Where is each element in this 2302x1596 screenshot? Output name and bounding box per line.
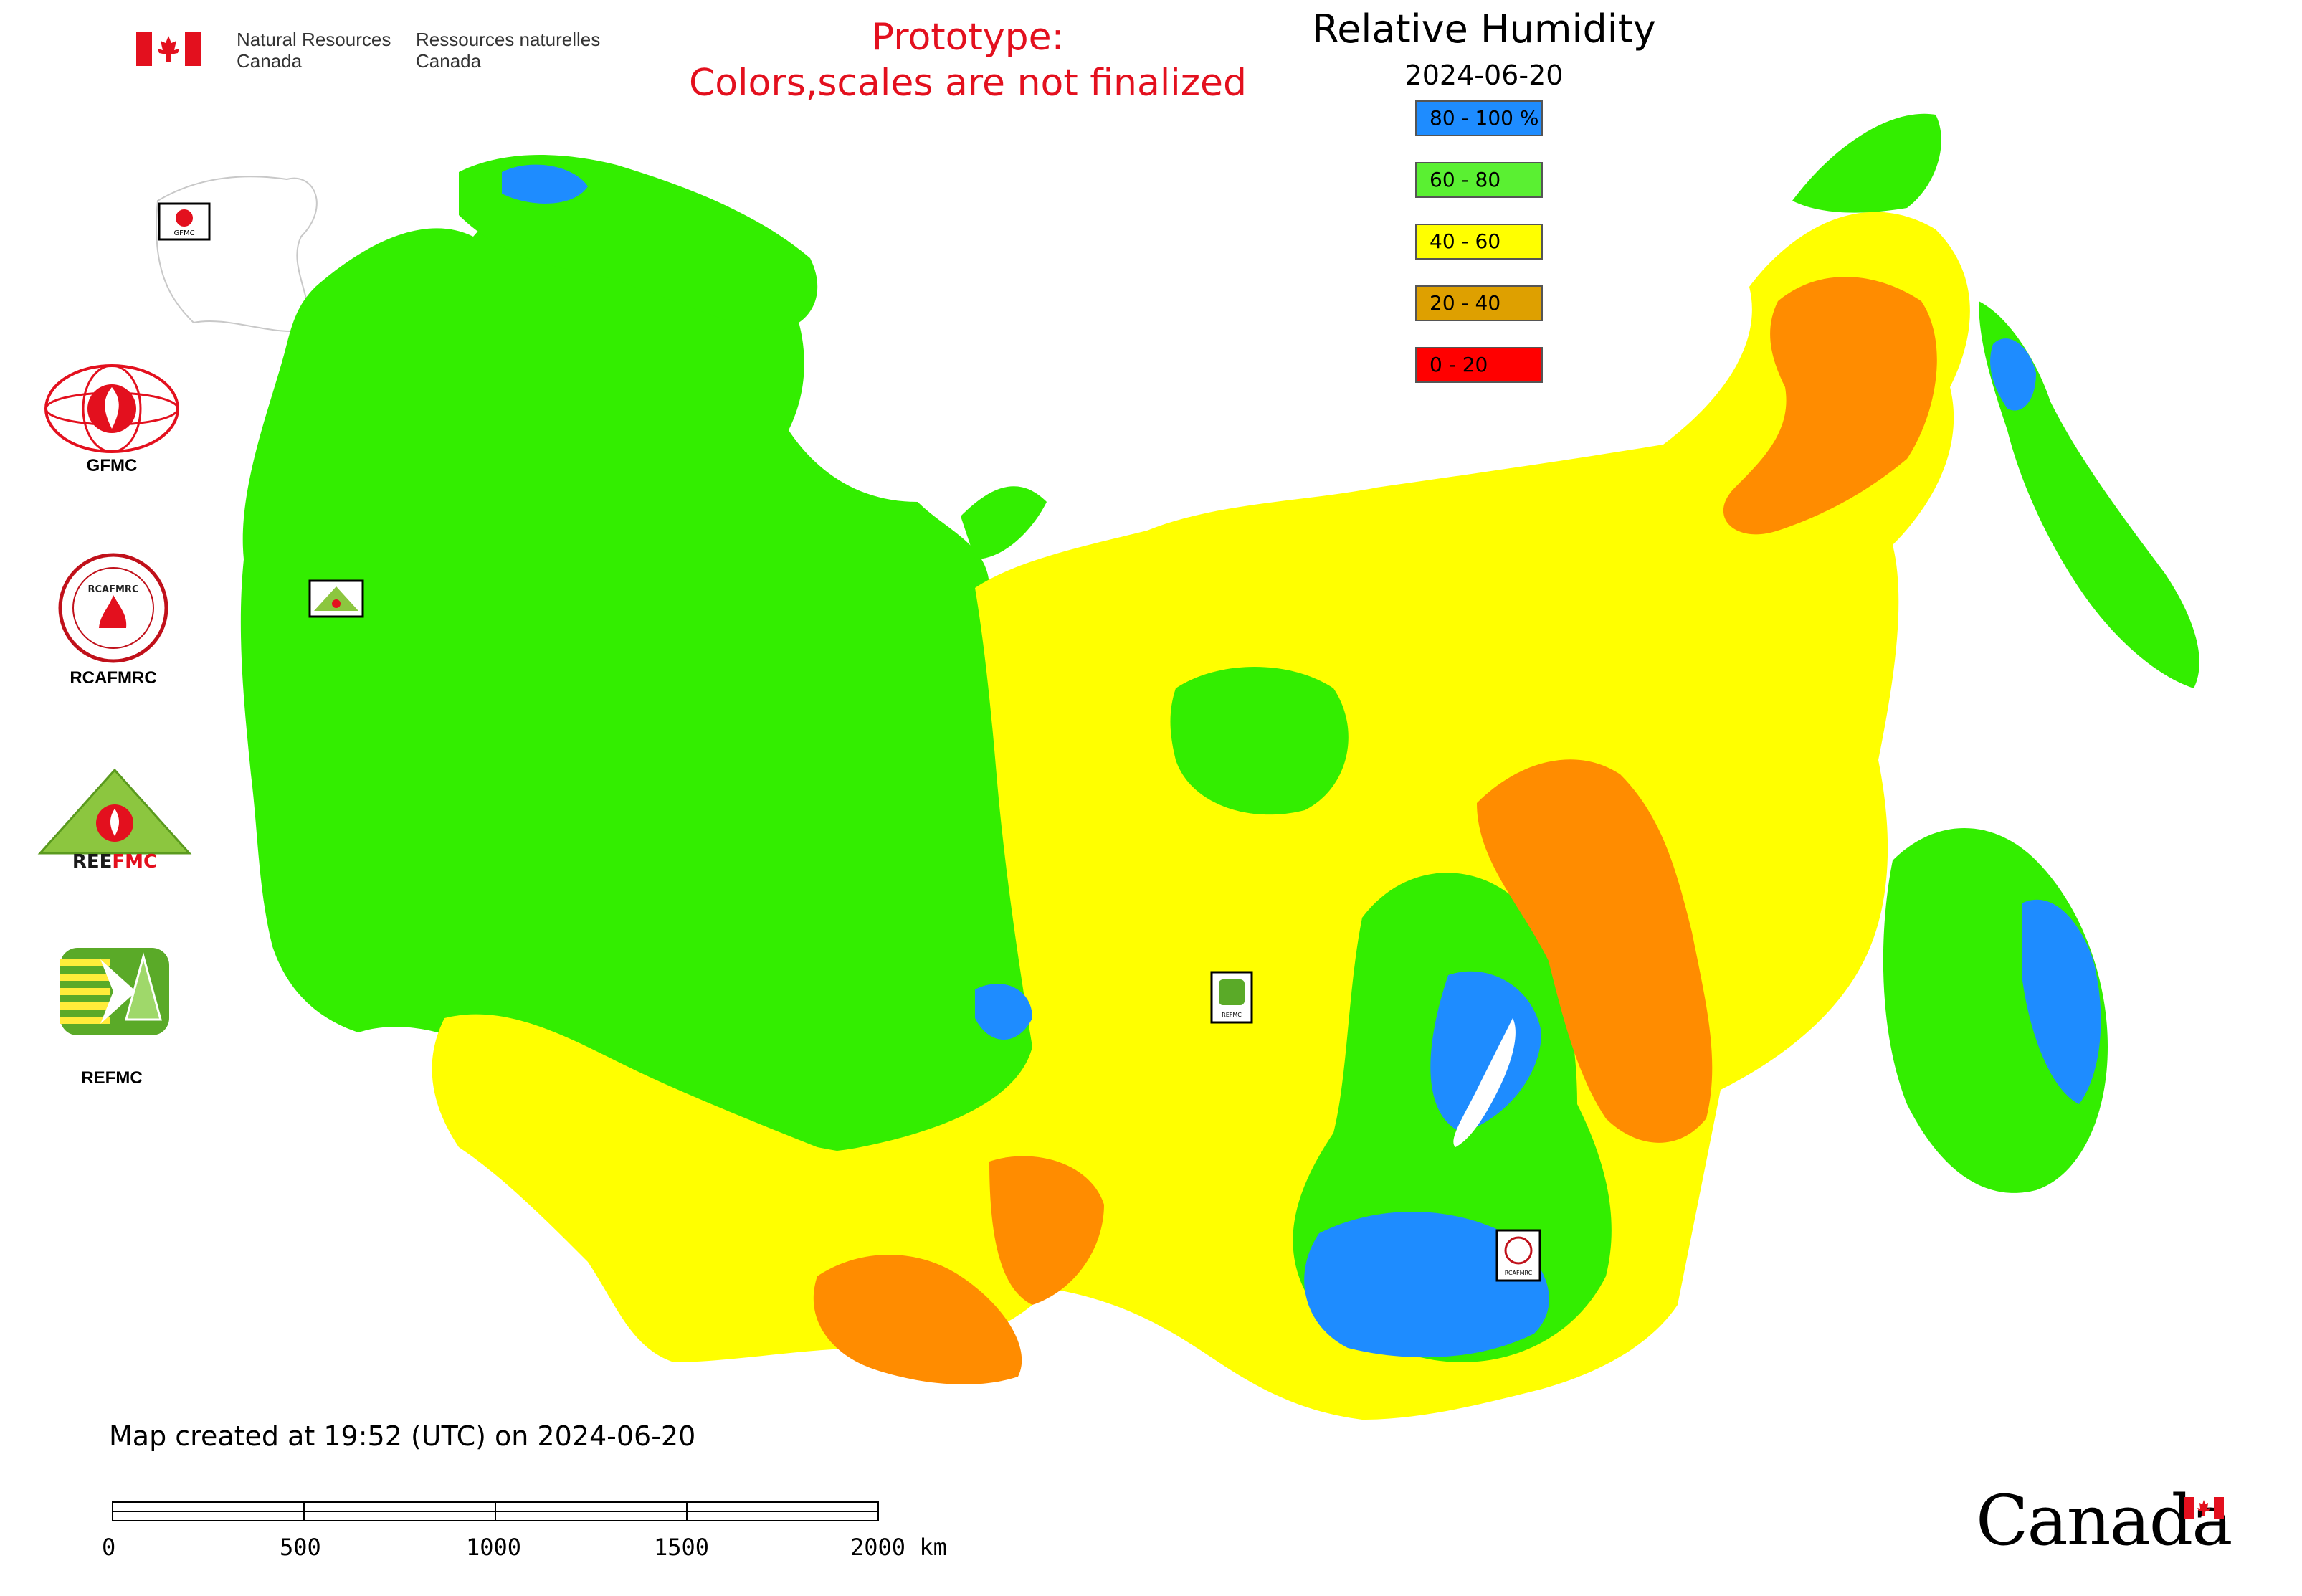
region-green-west — [240, 178, 1047, 1179]
refmc-logo-icon — [60, 948, 169, 1035]
region-blue-kamchatka — [1990, 338, 2036, 411]
region-blue-kola — [502, 164, 588, 204]
agency-name-en: Natural Resources Canada — [237, 29, 391, 72]
canada-wordmark-flag-icon — [2184, 1497, 2224, 1519]
gfmc-box-label: GFMC — [173, 229, 194, 237]
scale-tick-500: 500 — [280, 1534, 321, 1561]
agency-fr-line2: Canada — [416, 50, 482, 72]
legend-label: 80 - 100 % — [1430, 106, 1539, 130]
region-green-kamchatka — [1979, 301, 2199, 688]
legend-label: 60 - 80 — [1430, 168, 1501, 191]
legend-label: 0 - 20 — [1430, 353, 1488, 376]
prototype-line2: Colors,scales are not finalized — [688, 62, 1247, 105]
region-orange-xinjiang-border — [989, 1156, 1104, 1305]
region-blue-amur — [2022, 899, 2101, 1104]
region-blue-baikal — [1430, 971, 1541, 1133]
region-green-central-siberia — [1170, 667, 1349, 815]
map-created-note: Map created at 19:52 (UTC) on 2024-06-20 — [109, 1420, 696, 1452]
refmc-box-label: REFMC — [1222, 1012, 1242, 1018]
agency-fr-line1: Ressources naturelles — [416, 29, 601, 50]
region-orange-chukotka — [1723, 277, 1937, 535]
svg-text:REEFMC: REEFMC — [72, 851, 157, 873]
refmc-map-marker: REFMC — [1210, 971, 1253, 1024]
gfmc-label: GFMC — [86, 456, 138, 475]
region-orange-yakutia — [1477, 759, 1713, 1143]
lake-baikal — [1453, 1018, 1516, 1147]
prototype-notice: Prototype: Colors,scales are not finaliz… — [645, 14, 1290, 106]
region-green-chukotka — [1792, 113, 1941, 213]
scale-tick-1500: 1500 — [654, 1534, 710, 1561]
legend-label: 40 - 60 — [1430, 229, 1501, 253]
region-orange-kazakh-east — [813, 1255, 1022, 1384]
legend-item-0-20: 0 - 20 — [1415, 347, 1543, 383]
prototype-line1: Prototype: — [871, 16, 1065, 59]
canada-flag-icon — [136, 32, 201, 66]
gfmc-map-marker: GFMC — [158, 202, 211, 241]
scale-tick-1000: 1000 — [466, 1534, 522, 1561]
legend-item-20-40: 20 - 40 — [1415, 285, 1543, 321]
scale-tick-0: 0 — [102, 1534, 116, 1561]
legend-item-40-60: 40 - 60 — [1415, 224, 1543, 260]
reefmc-logo-icon: REEFMC — [37, 768, 192, 873]
region-blue-kazakh-north — [975, 984, 1032, 1040]
scale-tick-2000: 2000 km — [850, 1534, 947, 1561]
rcafmrc-map-marker: RCAFMRC — [1495, 1229, 1541, 1282]
scale-bar — [112, 1501, 879, 1521]
region-blue-mongolia — [1304, 1212, 1549, 1358]
rcafmrc-box-label: RCAFMRC — [1505, 1270, 1533, 1276]
agency-en-line1: Natural Resources — [237, 29, 391, 50]
rcafmrc-label: RCAFMRC — [70, 668, 157, 688]
map-title: Relative Humidity — [1312, 6, 1656, 52]
legend-label: 20 - 40 — [1430, 291, 1501, 315]
svg-text:RCAFMRC: RCAFMRC — [88, 584, 139, 595]
legend-item-60-80: 60 - 80 — [1415, 162, 1543, 198]
region-green-yamal — [961, 486, 1047, 559]
agency-en-line2: Canada — [237, 50, 303, 72]
rcafmrc-logo-icon: RCAFMRC — [58, 553, 168, 663]
agency-name-fr: Ressources naturelles Canada — [416, 29, 600, 72]
scandinavia-outline — [156, 176, 318, 333]
gfmc-logo-icon — [44, 364, 179, 453]
refmc-label: REFMC — [81, 1068, 143, 1088]
map-date: 2024-06-20 — [1404, 60, 1564, 91]
legend-item-80-100: 80 - 100 % — [1415, 100, 1543, 136]
canada-wordmark: Canada — [1976, 1481, 2232, 1561]
reefmc-map-marker — [308, 579, 364, 618]
